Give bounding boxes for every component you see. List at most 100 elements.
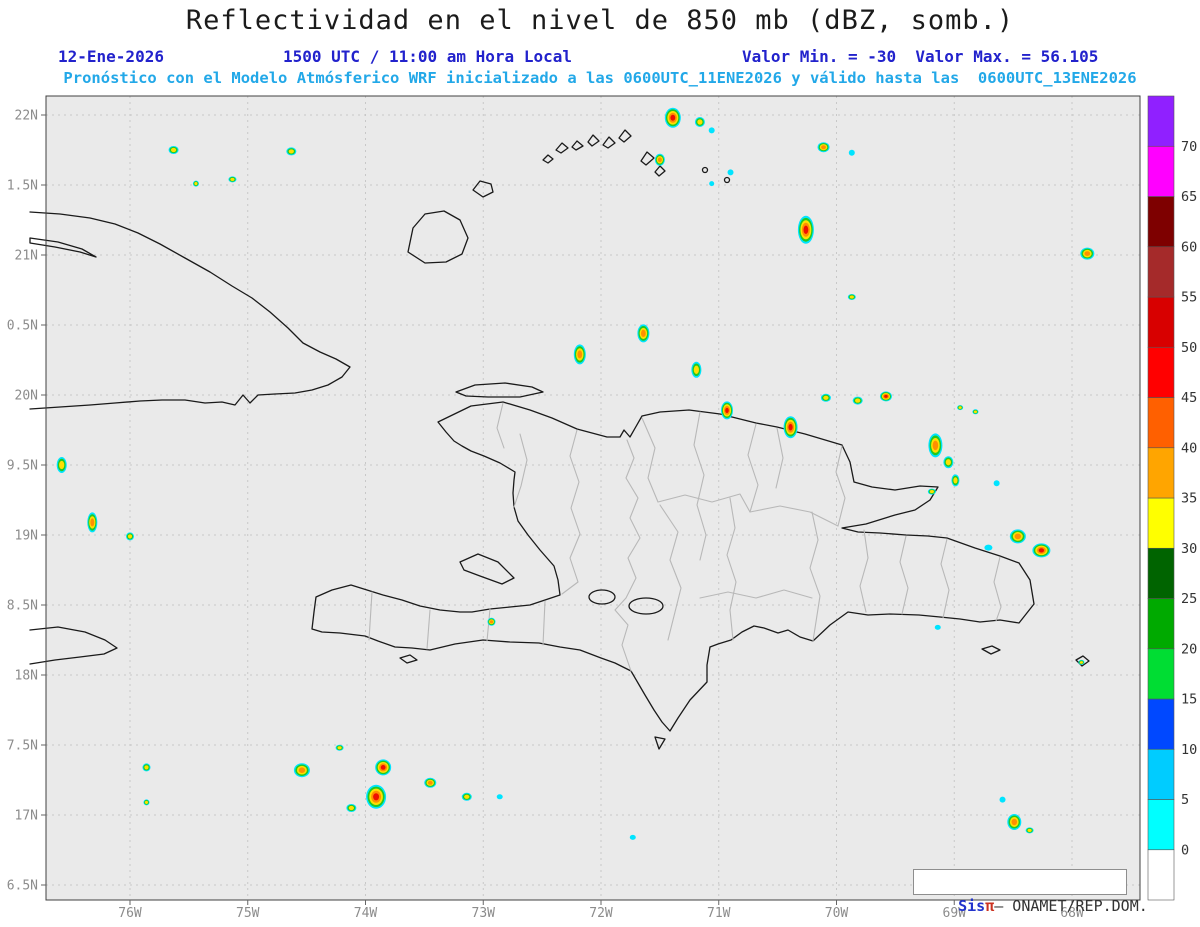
axis-labels-layer: 22N 1.5N 21N 0.5N 20N 9.5N 19N 8.5N 18N 7.5N 17N 6.… xyxy=(7,109,1084,922)
colorbar-segment xyxy=(1147,598,1175,650)
island-little-inagua xyxy=(472,180,494,198)
storm-cell xyxy=(993,480,1000,487)
lon-tick-label: 75W xyxy=(236,906,260,921)
storm-cell xyxy=(884,394,888,398)
department-border xyxy=(486,608,491,642)
province-border xyxy=(641,417,659,503)
colorbar-segment xyxy=(1147,397,1175,449)
island-ile-a-vache xyxy=(399,654,418,664)
lake-enriquillo xyxy=(628,597,664,615)
storm-cell xyxy=(1011,818,1018,826)
island-gonave xyxy=(459,553,515,585)
storm-cell xyxy=(932,440,939,451)
storm-cell xyxy=(725,407,729,414)
grid-layer xyxy=(46,96,1140,900)
lat-tick-label: 9.5N xyxy=(7,459,38,474)
plot-frame-layer xyxy=(45,95,1141,901)
province-border xyxy=(940,538,950,619)
colorbar-label: 5 xyxy=(1181,792,1189,808)
colorbar-label: 10 xyxy=(1181,742,1197,758)
valid-date-label: 12-Ene-2026 xyxy=(58,47,164,66)
pi-logo-icon: π xyxy=(985,897,995,915)
storm-cell xyxy=(127,534,133,539)
province-border xyxy=(835,445,846,527)
storm-cell xyxy=(373,793,380,801)
lon-tick-label: 72W xyxy=(589,906,613,921)
colorbar-segment xyxy=(1147,346,1175,398)
geo-features xyxy=(29,129,1090,750)
province-border xyxy=(899,535,909,615)
storm-cell xyxy=(855,398,861,403)
department-border xyxy=(561,429,581,595)
lake-azuei xyxy=(588,589,616,605)
map-background xyxy=(46,96,1140,900)
storm-cell xyxy=(90,518,95,527)
colorbar-segment xyxy=(1147,196,1175,248)
chart-title: Reflectividad en el nivel de 850 mb (dBZ… xyxy=(185,5,1015,36)
storm-cell xyxy=(670,114,676,121)
plot-frame xyxy=(45,95,1141,901)
storm-cell xyxy=(230,177,235,181)
storm-cell xyxy=(697,119,703,125)
colorbar-label: 35 xyxy=(1181,491,1197,507)
coastline-cuba-cay xyxy=(29,237,97,258)
branding-sis-label: Sis xyxy=(958,897,986,915)
island-saona xyxy=(981,645,1001,655)
minmax-values-label: Valor Min. = -30 Valor Max. = 56.105 xyxy=(742,47,1099,66)
island-caicos xyxy=(571,140,584,151)
colorbar-segment xyxy=(1147,698,1175,750)
storm-cell xyxy=(1027,828,1032,832)
branding-agency-label: — ONAMET/REP.DOM. xyxy=(994,897,1148,915)
lat-tick-label: 8.5N xyxy=(7,599,38,614)
storm-cell xyxy=(1038,548,1045,553)
colorbar-segment xyxy=(1147,296,1175,348)
lon-tick-label: 76W xyxy=(118,906,142,921)
island-tortuga xyxy=(455,382,544,398)
storm-cell xyxy=(984,544,993,551)
colorbar-segment xyxy=(1147,849,1175,901)
colorbar-label: 40 xyxy=(1181,440,1197,456)
lat-tick-label: 17N xyxy=(15,809,38,824)
storm-cell xyxy=(1014,533,1022,540)
storm-cell xyxy=(945,459,951,466)
colorbar-segment xyxy=(1147,246,1175,298)
storm-cell xyxy=(144,800,149,804)
storm-cell xyxy=(934,624,941,630)
border-haiti-dr xyxy=(614,439,641,672)
reflectivity-cells-layer xyxy=(56,107,1095,840)
colorbar-segment xyxy=(1147,748,1175,800)
lat-tick-label: 21N xyxy=(15,249,38,264)
department-border xyxy=(368,591,373,641)
colorbar-label: 25 xyxy=(1181,591,1197,607)
lat-tick-label: 7.5N xyxy=(7,739,38,754)
map-background-layer xyxy=(46,96,1140,900)
island-turks xyxy=(701,166,709,174)
colorbar-label: 50 xyxy=(1181,340,1197,356)
island-caicos xyxy=(654,165,666,177)
lat-tick-label: 1.5N xyxy=(7,179,38,194)
coastline-jamaica xyxy=(29,626,118,665)
storm-cell xyxy=(821,145,826,150)
colorbar-label: 20 xyxy=(1181,641,1197,657)
lon-tick-label: 74W xyxy=(354,906,378,921)
province-border xyxy=(747,423,759,513)
storm-cell xyxy=(427,780,433,785)
storm-cell xyxy=(640,329,646,337)
province-border xyxy=(726,497,737,641)
lon-tick-label: 68W xyxy=(1060,906,1084,921)
storm-cell xyxy=(144,765,149,770)
province-border xyxy=(859,529,869,613)
province-border xyxy=(693,411,707,561)
colorbar-segment xyxy=(1147,447,1175,499)
storm-cell xyxy=(577,350,583,359)
colorbar-label: 60 xyxy=(1181,239,1197,255)
storm-cell xyxy=(727,169,734,176)
colorbar-label: 55 xyxy=(1181,290,1197,306)
department-border xyxy=(426,609,431,650)
colorbar-segment xyxy=(1147,648,1175,700)
storm-cell xyxy=(823,395,829,400)
lat-tick-label: 19N xyxy=(15,529,38,544)
coastline-hispaniola xyxy=(311,401,1035,732)
province-border xyxy=(657,493,839,527)
